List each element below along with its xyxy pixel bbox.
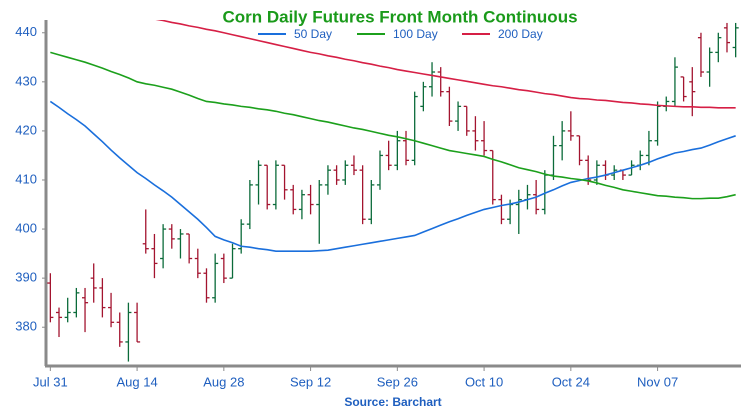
ma-line — [50, 51, 736, 200]
y-tick-label: 400 — [15, 220, 37, 235]
y-tick-label: 390 — [15, 270, 37, 285]
source-note: Source: Barchart — [344, 395, 441, 409]
legend-label: 200 Day — [498, 27, 543, 41]
ma-line — [49, 100, 736, 252]
chart-title: Corn Daily Futures Front Month Continuou… — [222, 7, 577, 26]
legend-label: 50 Day — [294, 27, 332, 41]
x-tick-label: Sep 26 — [377, 374, 418, 389]
y-tick-label: 440 — [15, 24, 37, 39]
x-tick-label: Sep 12 — [290, 374, 331, 389]
x-tick-label: Aug 14 — [116, 374, 157, 389]
ma-line — [155, 20, 736, 109]
x-tick-label: Aug 28 — [203, 374, 244, 389]
y-tick-label: 430 — [15, 73, 37, 88]
x-tick-label: Oct 10 — [465, 374, 503, 389]
x-tick-label: Nov 07 — [637, 374, 678, 389]
x-tick-label: Oct 24 — [552, 374, 590, 389]
plot-area — [47, 20, 739, 362]
legend-label: 100 Day — [393, 27, 438, 41]
y-tick-label: 420 — [15, 122, 37, 137]
y-tick-label: 410 — [15, 171, 37, 186]
y-tick-label: 380 — [15, 319, 37, 334]
x-tick-label: Jul 31 — [33, 374, 68, 389]
